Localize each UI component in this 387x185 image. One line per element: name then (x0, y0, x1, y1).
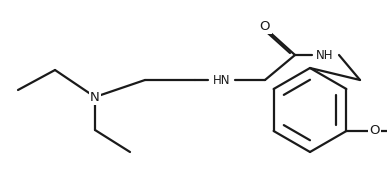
Text: NH: NH (316, 48, 334, 61)
Text: N: N (90, 90, 100, 103)
Text: O: O (260, 19, 270, 33)
Text: HN: HN (213, 73, 231, 87)
Text: O: O (369, 125, 380, 137)
